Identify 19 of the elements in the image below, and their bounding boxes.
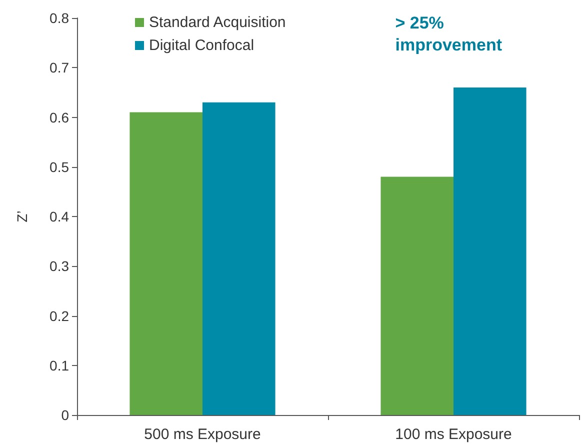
x-tick-label: 500 ms Exposure bbox=[144, 426, 261, 443]
y-tick-label: 0.7 bbox=[50, 60, 70, 76]
y-tick-label: 0.1 bbox=[50, 357, 70, 374]
y-tick-label: 0.2 bbox=[50, 308, 70, 324]
y-tick-label: 0.4 bbox=[50, 208, 70, 224]
x-tick-label: 100 ms Exposure bbox=[395, 426, 512, 443]
legend-label: Digital Confocal bbox=[149, 37, 254, 54]
y-tick-label: 0 bbox=[61, 407, 70, 423]
y-tick-label: 0.5 bbox=[50, 158, 70, 175]
bar bbox=[202, 102, 276, 415]
y-tick-label: 0.3 bbox=[50, 258, 70, 274]
y-tick-label: 0.8 bbox=[50, 10, 70, 26]
annotation: > 25% improvement bbox=[395, 14, 502, 54]
legend-label: Standard Acquisition bbox=[149, 14, 286, 31]
bar bbox=[380, 176, 454, 415]
y-axis-title: Z’ bbox=[14, 210, 30, 222]
y-tick-label: 0.6 bbox=[50, 109, 70, 126]
bar bbox=[454, 87, 526, 415]
bar bbox=[130, 112, 202, 415]
